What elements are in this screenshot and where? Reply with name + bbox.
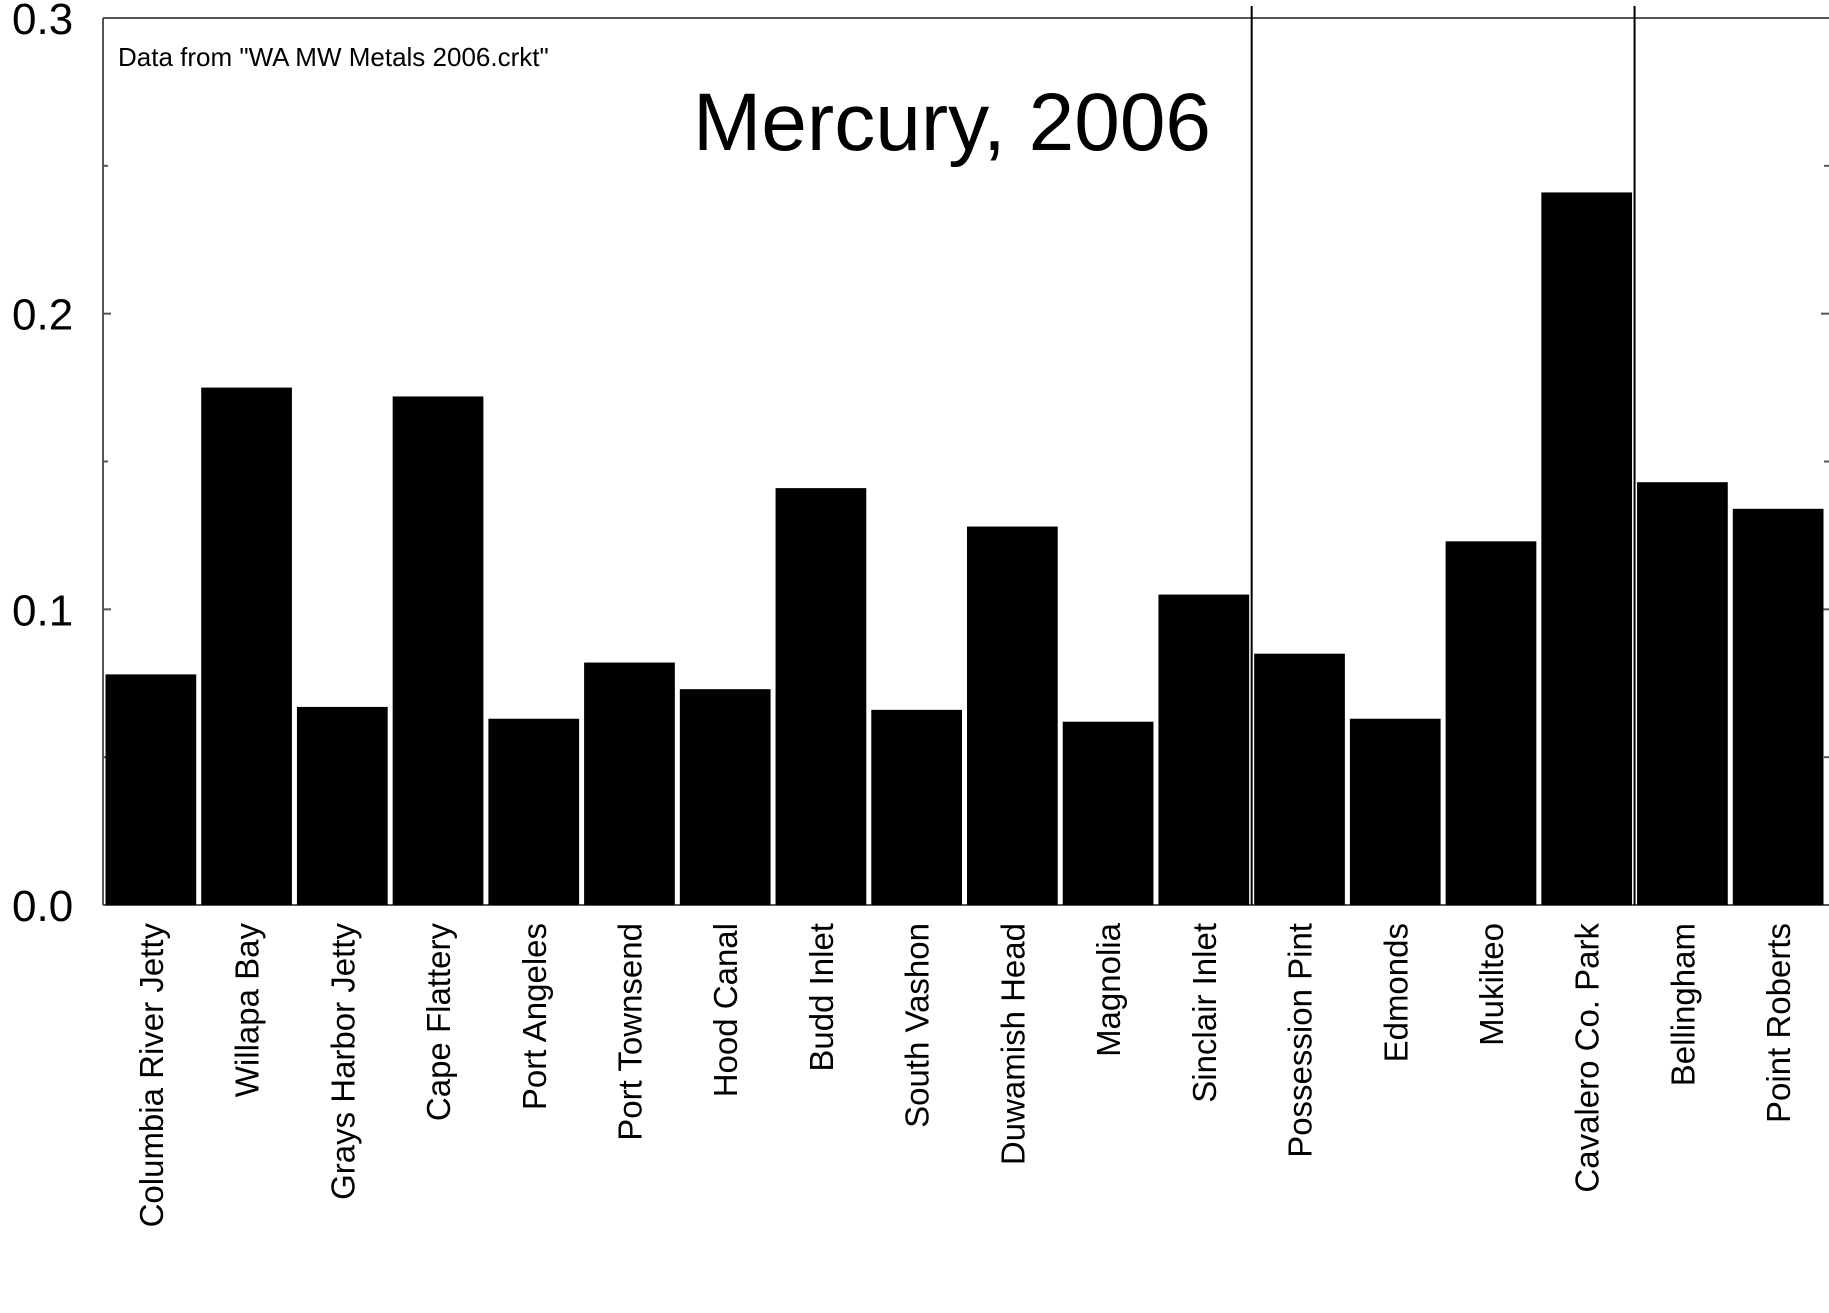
bar-budd-inlet bbox=[775, 488, 867, 905]
x-tick-label: Cavalero Co. Park bbox=[1569, 923, 1606, 1193]
x-tick-label: Bellingham bbox=[1664, 923, 1701, 1086]
chart-title: Mercury, 2006 bbox=[693, 77, 1211, 168]
y-tick-label: 0.0 bbox=[12, 882, 73, 931]
bar-sinclair-inlet bbox=[1158, 594, 1250, 905]
x-tick-label: Sinclair Inlet bbox=[1186, 923, 1223, 1103]
x-tick-label: South Vashon bbox=[899, 923, 936, 1128]
x-tick-label: Grays Harbor Jetty bbox=[324, 923, 361, 1200]
bars bbox=[105, 192, 1824, 905]
x-tick-label: Magnolia bbox=[1090, 922, 1127, 1057]
x-tick-label: Willapa Bay bbox=[229, 923, 266, 1098]
bar-cavalero-co-park bbox=[1541, 192, 1633, 905]
x-tick-label: Hood Canal bbox=[707, 923, 744, 1097]
x-tick-label: Possession Pint bbox=[1282, 923, 1319, 1158]
bar-willapa-bay bbox=[201, 387, 292, 905]
bar-bellingham bbox=[1637, 482, 1728, 905]
x-tick-label: Budd Inlet bbox=[803, 923, 840, 1072]
x-tick-label: Point Roberts bbox=[1760, 923, 1797, 1123]
bar-grays-harbor-jetty bbox=[296, 706, 388, 905]
data-source-note: Data from "WA MW Metals 2006.crkt" bbox=[118, 42, 549, 72]
bar-cape-flattery bbox=[392, 396, 484, 905]
x-tick-label: Duwamish Head bbox=[994, 923, 1031, 1165]
x-tick-label: Mukilteo bbox=[1473, 923, 1510, 1046]
bar-edmonds bbox=[1349, 718, 1441, 905]
region-dividers bbox=[1250, 6, 1636, 905]
bar-mukilteo bbox=[1445, 541, 1537, 905]
y-tick-label: 0.2 bbox=[12, 291, 73, 340]
x-tick-label: Port Angeles bbox=[516, 923, 553, 1110]
y-tick-label: 0.1 bbox=[12, 586, 73, 635]
x-tick-label: Columbia River Jetty bbox=[133, 923, 170, 1228]
bar-magnolia bbox=[1062, 721, 1154, 905]
bar-possession-pint bbox=[1254, 653, 1345, 905]
x-axis-labels: Columbia River Jetty Willapa Bay Grays Har… bbox=[133, 922, 1797, 1227]
bar-columbia-river-jetty bbox=[105, 674, 197, 905]
bar-port-angeles bbox=[488, 718, 580, 905]
y-axis: 0.0 0.1 0.2 0.3 bbox=[12, 0, 1829, 931]
bar-port-townsend bbox=[584, 662, 675, 905]
y-tick-label: 0.3 bbox=[12, 0, 73, 44]
x-tick-label: Cape Flattery bbox=[420, 923, 457, 1122]
x-tick-label: Edmonds bbox=[1377, 923, 1414, 1062]
bar-duwamish-head bbox=[967, 526, 1058, 905]
bar-south-vashon bbox=[871, 709, 962, 905]
bar-point-roberts bbox=[1732, 508, 1824, 905]
bar-hood-canal bbox=[679, 689, 771, 905]
x-tick-label: Port Townsend bbox=[611, 923, 648, 1141]
